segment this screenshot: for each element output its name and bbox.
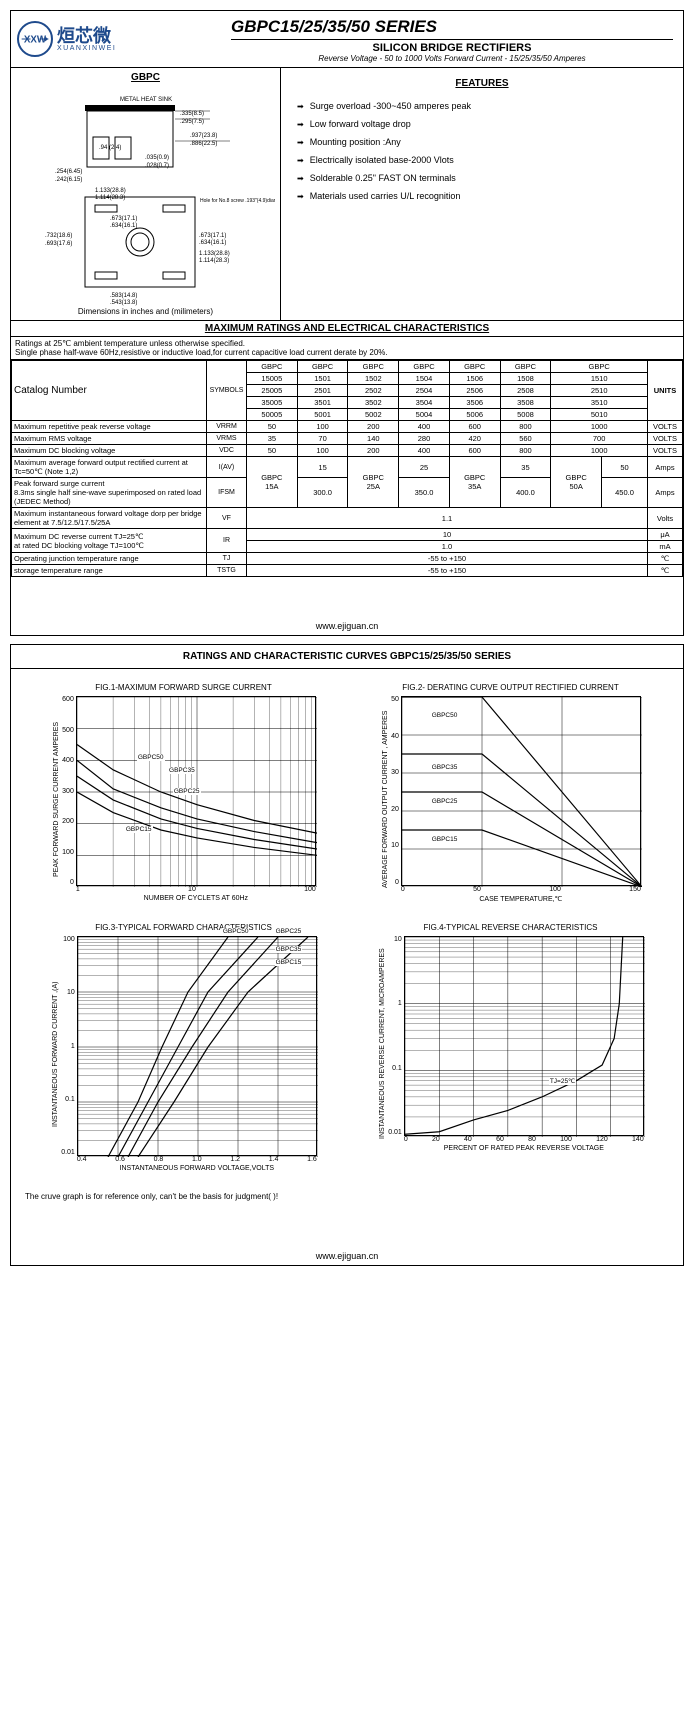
chart-title: FIG.1-MAXIMUM FORWARD SURGE CURRENT [95, 683, 271, 692]
chart-xticks: 050100150 [401, 886, 641, 893]
chart-annotation: GBPC35 [431, 764, 459, 771]
chart-xlabel: NUMBER OF CYCLETS AT 60Hz [76, 895, 316, 902]
svg-text:.673(17.1): .673(17.1) [199, 233, 226, 239]
chart-xticks: 0.40.60.81.01.21.41.6 [77, 1156, 317, 1163]
svg-text:.254(6.45): .254(6.45) [55, 169, 82, 175]
chart-xlabel: INSTANTANEOUS FORWARD VOLTAGE,VOLTS [77, 1165, 317, 1172]
chart-yticks: 0.010.1110 [388, 936, 404, 1136]
feature-item: Electrically isolated base-2000 Vlots [297, 155, 667, 165]
logo-en: XUANXINWEI [57, 45, 116, 52]
svg-text:.673(17.1): .673(17.1) [110, 216, 137, 222]
svg-text:.886(22.5): .886(22.5) [190, 141, 217, 147]
feature-item: Mounting position :Any [297, 137, 667, 147]
chart-note: The cruve graph is for reference only, c… [11, 1186, 683, 1207]
chart-yticks: 0.010.1110100 [61, 936, 77, 1156]
svg-text:1.114(28.3): 1.114(28.3) [199, 258, 229, 264]
chart-annotation: GBPC50 [222, 928, 250, 935]
chart-xticks: 110100 [76, 886, 316, 893]
svg-text:.693(17.6): .693(17.6) [45, 241, 72, 247]
svg-text:XXW: XXW [24, 35, 47, 46]
svg-text:1.133(28.8): 1.133(28.8) [199, 251, 230, 257]
diagram-title: GBPC [15, 72, 276, 83]
chart-xlabel: CASE TEMPERATURE,℃ [401, 895, 641, 903]
chart-annotation: GBPC35 [275, 946, 303, 953]
subline: Reverse Voltage - 50 to 1000 Volts Forwa… [231, 54, 673, 63]
page-2: RATINGS AND CHARACTERISTIC CURVES GBPC15… [10, 644, 684, 1266]
svg-text:.335(8.5): .335(8.5) [180, 111, 204, 117]
svg-text:.94 (2.4): .94 (2.4) [99, 145, 121, 151]
ratings-note: Ratings at 25℃ ambient temperature unles… [11, 337, 683, 360]
chart-title: FIG.2- DERATING CURVE OUTPUT RECTIFIED C… [402, 683, 618, 692]
chart-annotation: TJ=25℃ [549, 1077, 577, 1085]
title-cell: GBPC15/25/35/50 SERIES SILICON BRIDGE RE… [221, 11, 683, 67]
chart-plot: GBPC50GBPC25GBPC35GBPC15 [77, 936, 317, 1156]
svg-text:Hole for No.8 screw .193"(4.9): Hole for No.8 screw .193"(4.9)diam [200, 198, 275, 204]
chart-yticks: 0100200300400500600 [62, 696, 76, 886]
svg-text:.583(14.8): .583(14.8) [110, 293, 137, 299]
features-title: FEATURES [297, 78, 667, 89]
footer-url-2: www.ejiguan.cn [11, 1247, 683, 1265]
svg-text:.035(0.9): .035(0.9) [145, 155, 169, 161]
subtitle: SILICON BRIDGE RECTIFIERS [231, 42, 673, 54]
chart-annotation: GBPC25 [431, 798, 459, 805]
chart-annotation: GBPC50 [137, 754, 165, 761]
feature-item: Solderable 0.25" FAST ON terminals [297, 173, 667, 183]
diagram-footnote: Dimensions in inches and (milimeters) [15, 307, 276, 316]
chart-annotation: GBPC15 [275, 959, 303, 966]
svg-text:1.114(28.3): 1.114(28.3) [95, 195, 125, 201]
svg-text:.937(23.8): .937(23.8) [190, 133, 217, 139]
svg-text:.634(16.1): .634(16.1) [199, 240, 226, 246]
chart-xlabel: PERCENT OF RATED PEAK REVERSE VOLTAGE [404, 1145, 644, 1152]
package-diagram: GBPC METAL HEAT SINK .335(8.5) .295(7.5)… [11, 68, 281, 320]
chart-annotation: GBPC15 [125, 826, 153, 833]
svg-text:.732(18.6): .732(18.6) [45, 233, 72, 239]
feature-item: Materials used carries U/L recognition [297, 191, 667, 201]
chart-title: FIG.4-TYPICAL REVERSE CHARACTERISTICS [424, 923, 598, 932]
chart-ylabel: PEAK FORWARD SURGE CURRENT AMPERES [51, 696, 62, 902]
fig4: FIG.4-TYPICAL REVERSE CHARACTERISTICS INS… [352, 923, 669, 1172]
charts-grid: FIG.1-MAXIMUM FORWARD SURGE CURRENT PEAK … [11, 669, 683, 1186]
feature-item: Low forward voltage drop [297, 119, 667, 129]
svg-text:.295(7.5): .295(7.5) [180, 119, 204, 125]
chart-ylabel: AVERAGE FORWARD OUTPUT CURRENT , AMPERES [380, 696, 391, 903]
chart-yticks: 01020304050 [391, 696, 401, 886]
features-list: Surge overload -300~450 amperes peak Low … [297, 101, 667, 201]
chart-annotation: GBPC25 [275, 928, 303, 935]
main-title: GBPC15/25/35/50 SERIES [231, 17, 673, 37]
fig3: FIG.3-TYPICAL FORWARD CHARACTERISTICSINS… [25, 923, 342, 1172]
mid-row: GBPC METAL HEAT SINK .335(8.5) .295(7.5)… [11, 68, 683, 321]
svg-text:1.133(28.8): 1.133(28.8) [95, 188, 126, 194]
svg-text:.028(0.7): .028(0.7) [145, 163, 169, 169]
chart-ylabel: INSTANTANEOUS REVERSE CURRENT, MICROAMPE… [377, 936, 388, 1152]
ratings-title: MAXIMUM RATINGS AND ELECTRICAL CHARACTER… [11, 321, 683, 337]
fig2: FIG.2- DERATING CURVE OUTPUT RECTIFIED C… [352, 683, 669, 903]
logo-mark: XXW [17, 21, 53, 57]
svg-text:.634(16.1): .634(16.1) [110, 223, 137, 229]
chart-plot: GBPC50GBPC35 GBPC25 GBPC15 [76, 696, 316, 886]
logo-cell: XXW 烜芯微 XUANXINWEI [11, 11, 221, 67]
features-cell: FEATURES Surge overload -300~450 amperes… [281, 68, 683, 320]
chart-annotation: GBPC35 [168, 767, 196, 774]
fig1: FIG.1-MAXIMUM FORWARD SURGE CURRENT PEAK … [25, 683, 342, 903]
chart-xticks: 020406080100120140 [404, 1136, 644, 1143]
svg-text:.543(13.8): .543(13.8) [110, 300, 137, 306]
chart-annotation: GBPC50 [431, 712, 459, 719]
chart-annotation: GBPC15 [431, 836, 459, 843]
spec-table: Catalog NumberSYMBOLSGBPCGBPCGBPCGBPCGBP… [11, 360, 683, 577]
chart-plot: TJ=25℃ [404, 936, 644, 1136]
logo-text: 烜芯微 XUANXINWEI [57, 27, 116, 52]
chart-plot: GBPC50 GBPC35 GBPC25 GBPC15 [401, 696, 641, 886]
curves-title: RATINGS AND CHARACTERISTIC CURVES GBPC15… [11, 645, 683, 669]
feature-item: Surge overload -300~450 amperes peak [297, 101, 667, 111]
chart-annotation: GBPC25 [173, 788, 201, 795]
page-1: XXW 烜芯微 XUANXINWEI GBPC15/25/35/50 SERIE… [10, 10, 684, 636]
svg-text:.242(6.15): .242(6.15) [55, 177, 82, 183]
header-row: XXW 烜芯微 XUANXINWEI GBPC15/25/35/50 SERIE… [11, 11, 683, 68]
footer-url-1: www.ejiguan.cn [11, 617, 683, 635]
diagram-drawing: METAL HEAT SINK .335(8.5) .295(7.5) .937… [15, 87, 276, 307]
logo-cn: 烜芯微 [57, 27, 116, 45]
svg-text:METAL HEAT SINK: METAL HEAT SINK [120, 97, 172, 103]
chart-ylabel: INSTANTANEOUS FORWARD CURRENT ,(A) [50, 936, 61, 1172]
